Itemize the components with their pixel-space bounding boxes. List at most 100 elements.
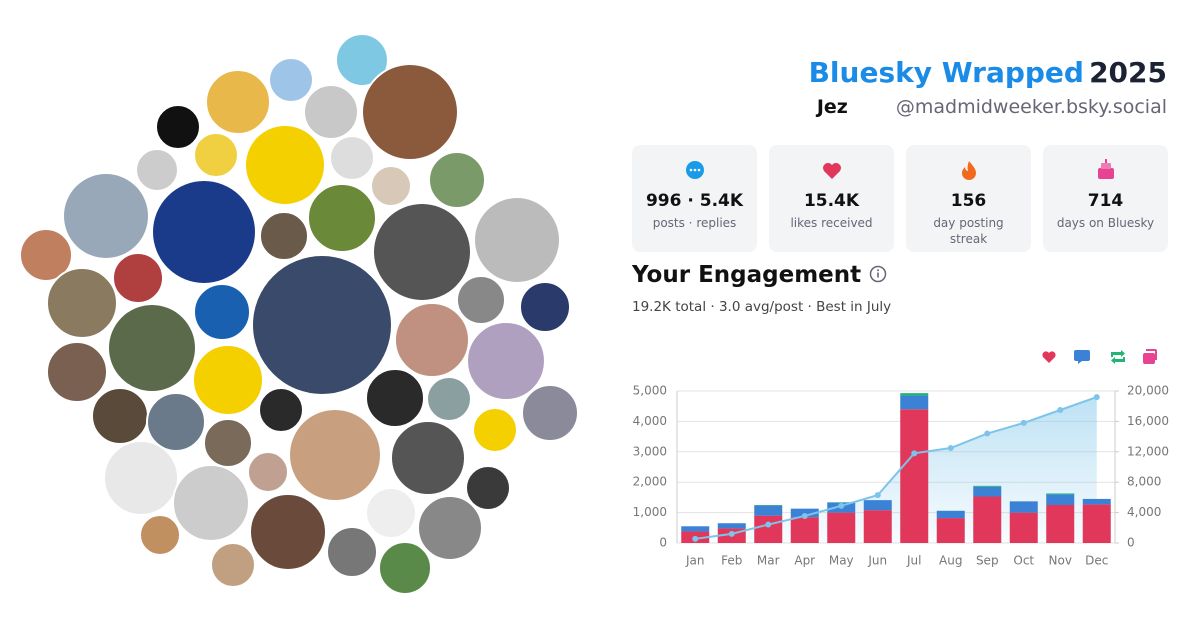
y-tick-label: 1,000 [633,505,667,519]
bar-segment [936,510,965,519]
avatar [390,420,466,496]
icon [1097,159,1114,179]
x-tick-label: Jul [906,554,921,568]
avatar [365,368,425,428]
avatar [244,124,326,206]
avatar [472,407,518,453]
y-tick-label: 4,000 [633,414,667,428]
x-tick-label: Nov [1049,554,1072,568]
stat-value: 156 [950,191,987,211]
stat-card: 156 day posting streak [906,145,1031,252]
avatar [361,63,459,161]
stat-value: 996 · 5.4K [645,191,744,211]
line-point [984,430,991,437]
line-point [947,445,954,451]
avatar [521,384,579,442]
avatar [19,228,73,282]
avatar [465,465,511,511]
avatar [251,254,393,396]
avatar [335,33,389,87]
stat-card: 15.4K likes received [769,145,894,252]
engagement-chart: 0 1,000 2,000 3,000 4,000 5,000 0 4,000 8,000 12,… [633,384,1169,568]
line [695,396,1098,540]
line-point [874,492,881,499]
handle: @madmidweeker.bsky.social [895,96,1167,118]
bar-segment [936,518,965,543]
avatar [303,84,359,140]
x-tick-label: Jan [685,554,705,568]
stat-card: 714 days on Bluesky [1043,145,1168,252]
avatar [62,172,150,260]
icon [685,161,704,179]
avatar [473,196,561,284]
avatar [329,135,375,181]
bar-segment [900,395,929,410]
avatar [193,132,239,178]
legend-icon [1143,349,1157,364]
stat-label: likes received [790,216,873,230]
bar-segment [973,485,1002,487]
legend-icon [1074,350,1090,364]
avatar [203,418,253,468]
bar-segment [790,517,819,543]
icon [961,161,976,180]
avatar [365,487,417,539]
year: 2025 [1089,56,1167,89]
y-tick-label: 2,000 [633,475,667,489]
bar-segment [1082,498,1111,505]
stat-value: 714 [1087,191,1124,211]
bar-segment [754,505,783,506]
y-tick-label: 5,000 [633,384,667,398]
bar-segment [1009,512,1038,543]
avatar-collage [19,33,579,595]
avatar [151,179,257,285]
avatar [426,376,472,422]
x-tick-label: Oct [1013,554,1034,568]
avatar [370,165,412,207]
bar-segment [973,486,1002,497]
stat-label: days on Bluesky [1056,216,1155,230]
avatar [288,408,382,502]
y2-tick-label: 8,000 [1127,475,1161,489]
avatar [112,252,164,304]
header: Bluesky Wrapped 2025 [809,56,1167,89]
section-title: Your Engagement [632,262,887,288]
bar-segment [1046,494,1075,505]
avatar [155,104,201,150]
icon [822,163,841,179]
bar-segment [863,510,892,543]
avatar [247,451,289,493]
avatar [205,69,271,135]
avatar [394,302,470,378]
avatar [372,202,472,302]
legend-icon [1042,351,1056,363]
info-icon[interactable] [869,265,887,283]
x-tick-label: Aug [939,554,962,568]
user: Jez @madmidweeker.bsky.social [817,96,1167,118]
avatar [46,267,118,339]
engagement-title: Your Engagement [632,262,862,288]
line-point [1093,394,1100,401]
bar-segment [681,526,710,532]
legend-icon [1111,350,1125,364]
line-point [728,530,735,537]
avatar [210,542,256,588]
stat-card: 996 · 5.4K posts · replies [632,145,757,252]
avatar [417,495,483,561]
title: Bluesky Wrapped [808,56,1084,89]
stats: 996 · 5.4K posts · replies 15.4K likes rec… [632,145,1168,252]
y-tick-label: 3,000 [633,444,667,458]
line-point [911,450,918,457]
avatar [107,303,197,393]
avatar [146,392,206,452]
bar-segment [1046,493,1075,495]
avatar [259,211,309,261]
x-tick-label: Jun [867,554,887,568]
avatar [519,281,571,333]
stat-label: day posting streak [933,216,1004,246]
x-tick-label: Apr [794,554,815,568]
avatar [172,464,250,542]
avatar [456,275,506,325]
avatar [466,321,546,401]
